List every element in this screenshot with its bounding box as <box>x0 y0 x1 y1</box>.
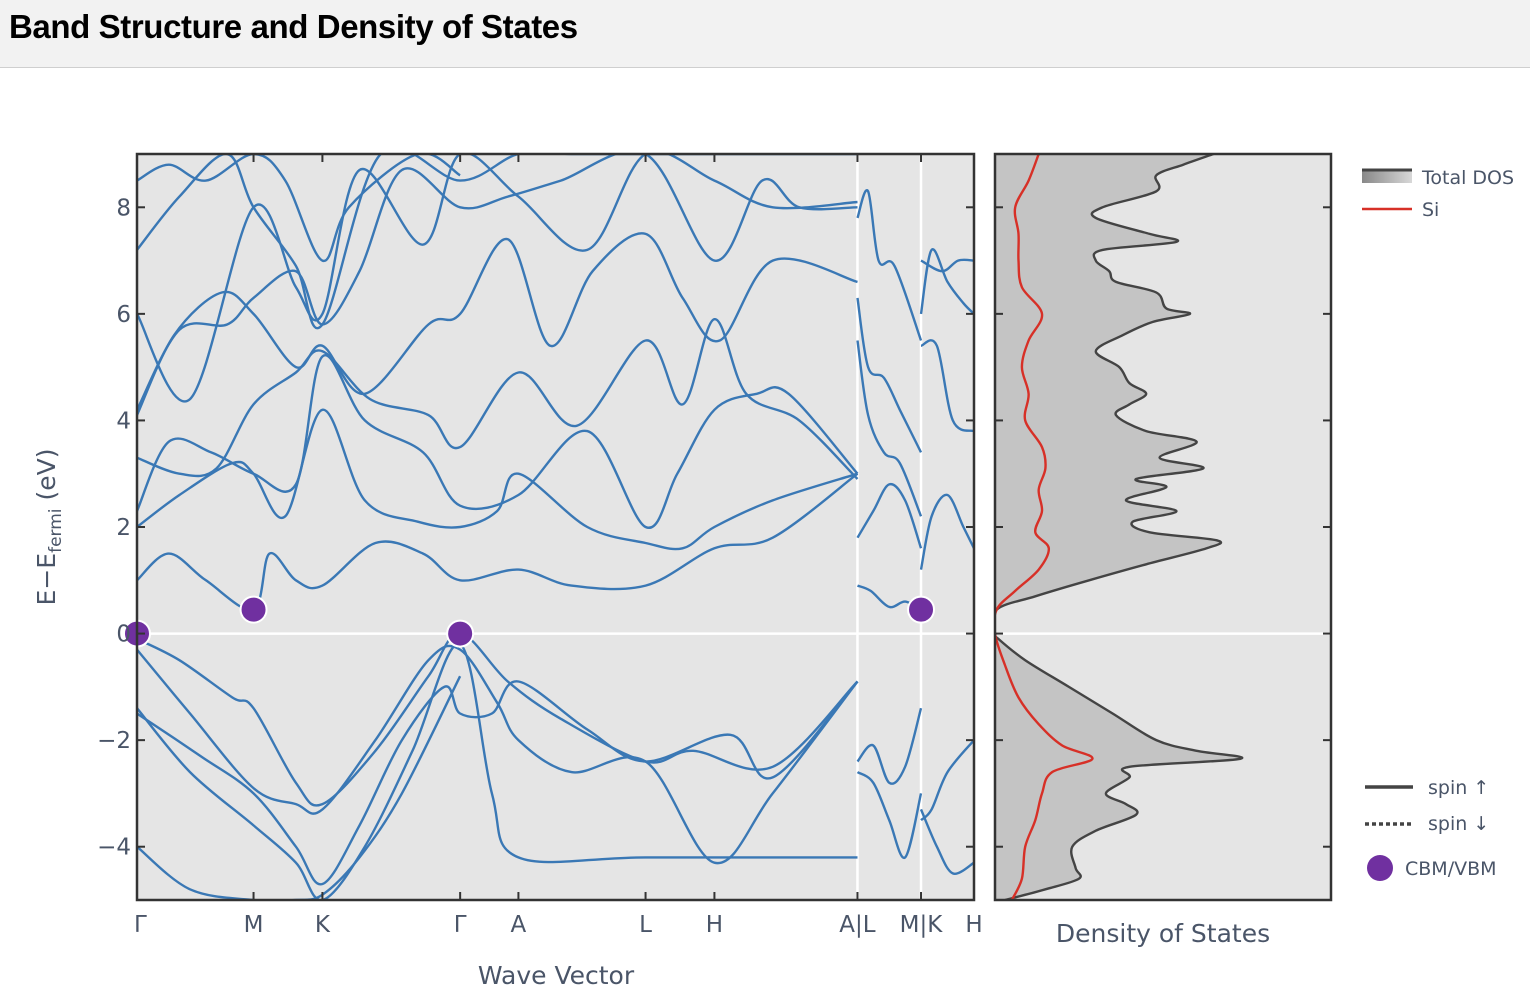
kpath-tick-label-7: A|L <box>839 912 875 938</box>
band-line-20 <box>856 771 923 859</box>
legend-label-cbm-vbm: CBM/VBM <box>1405 858 1497 880</box>
band-lines <box>137 154 974 900</box>
band-y-axis-title-main: E−E <box>32 553 61 606</box>
kpath-tick-label-8: M|K <box>900 912 944 938</box>
band-line-13 <box>137 154 461 262</box>
total-dos-legend-swatch <box>1362 170 1412 183</box>
band-line-17 <box>856 297 923 453</box>
band-line-2 <box>137 680 859 886</box>
band-line-26 <box>919 808 974 875</box>
band-y-ticks: 8 6 4 2 0 −2 −4 <box>97 195 974 861</box>
band-line-23 <box>919 248 974 315</box>
page-title: Band Structure and Density of States <box>9 8 578 45</box>
band-x-axis-title: Wave Vector <box>478 961 635 990</box>
cbm-vbm-legend-marker <box>1367 855 1393 881</box>
kpath-tick-label-4: A <box>511 912 527 938</box>
band-line-15 <box>856 482 923 549</box>
band-line-5 <box>137 472 859 612</box>
band-segment-separators <box>856 154 923 900</box>
band-dos-figure: 8 6 4 2 0 −2 −4 Γ M K Γ A L H A|L M|K H Wave Vector E−E… <box>32 152 1514 990</box>
band-line-8 <box>137 318 859 480</box>
dos-y-ticks <box>995 206 1331 848</box>
cbm-vbm-point-1 <box>239 595 268 624</box>
legend-item-total-dos[interactable]: Total DOS <box>1362 167 1514 189</box>
band-line-9 <box>137 232 858 416</box>
band-x-ticks: Γ M K Γ A L H A|L M|K H <box>134 154 983 938</box>
legend-item-si[interactable]: Si <box>1362 199 1439 221</box>
band-y-axis-title-sub: fermi <box>46 508 66 552</box>
legend-item-spin-down[interactable]: spin ↓ <box>1365 813 1489 835</box>
band-ytick-label-5: −2 <box>97 728 131 754</box>
band-line-21 <box>919 493 974 570</box>
legend: Total DOS Si spin ↑ spin ↓ CBM/VBM <box>1362 167 1514 881</box>
band-line-16 <box>856 340 923 517</box>
kpath-tick-label-9: H <box>965 912 982 938</box>
band-line-22 <box>920 339 974 433</box>
legend-item-spin-up[interactable]: spin ↑ <box>1365 777 1489 799</box>
kpath-tick-label-6: H <box>706 912 723 938</box>
band-ytick-label-2: 4 <box>116 408 131 434</box>
band-line-0 <box>137 632 859 807</box>
band-line-1 <box>137 644 859 865</box>
legend-label-spin-down: spin ↓ <box>1428 813 1489 835</box>
band-ytick-label-1: 6 <box>116 302 131 328</box>
total-dos-area <box>995 154 1243 900</box>
si-dos-line <box>995 154 1094 900</box>
kpath-tick-label-2: K <box>315 912 331 938</box>
band-line-11 <box>137 154 858 403</box>
total-dos-fill <box>995 154 1243 900</box>
legend-label-spin-up: spin ↑ <box>1428 777 1489 799</box>
kpath-tick-label-5: L <box>639 912 652 938</box>
band-y-axis-title: E−Efermi (eV) <box>32 449 66 606</box>
legend-label-si: Si <box>1422 199 1439 221</box>
band-ytick-label-4: 0 <box>116 622 131 648</box>
band-line-24 <box>920 258 974 273</box>
kpath-tick-label-1: M <box>244 912 264 938</box>
kpath-tick-label-3: Γ <box>454 912 467 938</box>
kpath-tick-label-0: Γ <box>134 912 147 938</box>
band-y-axis-title-unit: (eV) <box>32 449 61 509</box>
dos-x-axis-title: Density of States <box>1056 919 1270 948</box>
band-ytick-label-3: 2 <box>116 515 131 541</box>
header-bar: Band Structure and Density of States <box>0 0 1530 68</box>
band-line-18 <box>856 189 923 341</box>
band-line-3 <box>137 642 858 900</box>
cbm-vbm-point-3 <box>907 595 936 624</box>
legend-item-cbm-vbm[interactable]: CBM/VBM <box>1367 855 1497 881</box>
band-ytick-label-0: 8 <box>116 195 131 221</box>
cbm-vbm-markers <box>123 595 936 648</box>
band-plot-area <box>137 154 974 900</box>
dos-lines <box>995 154 1244 900</box>
legend-label-total-dos: Total DOS <box>1421 167 1514 189</box>
band-line-19 <box>856 707 923 785</box>
band-ytick-label-6: −4 <box>97 835 131 861</box>
cbm-vbm-point-2 <box>446 619 475 648</box>
total-dos-line <box>995 154 1244 900</box>
band-line-7 <box>137 354 859 529</box>
